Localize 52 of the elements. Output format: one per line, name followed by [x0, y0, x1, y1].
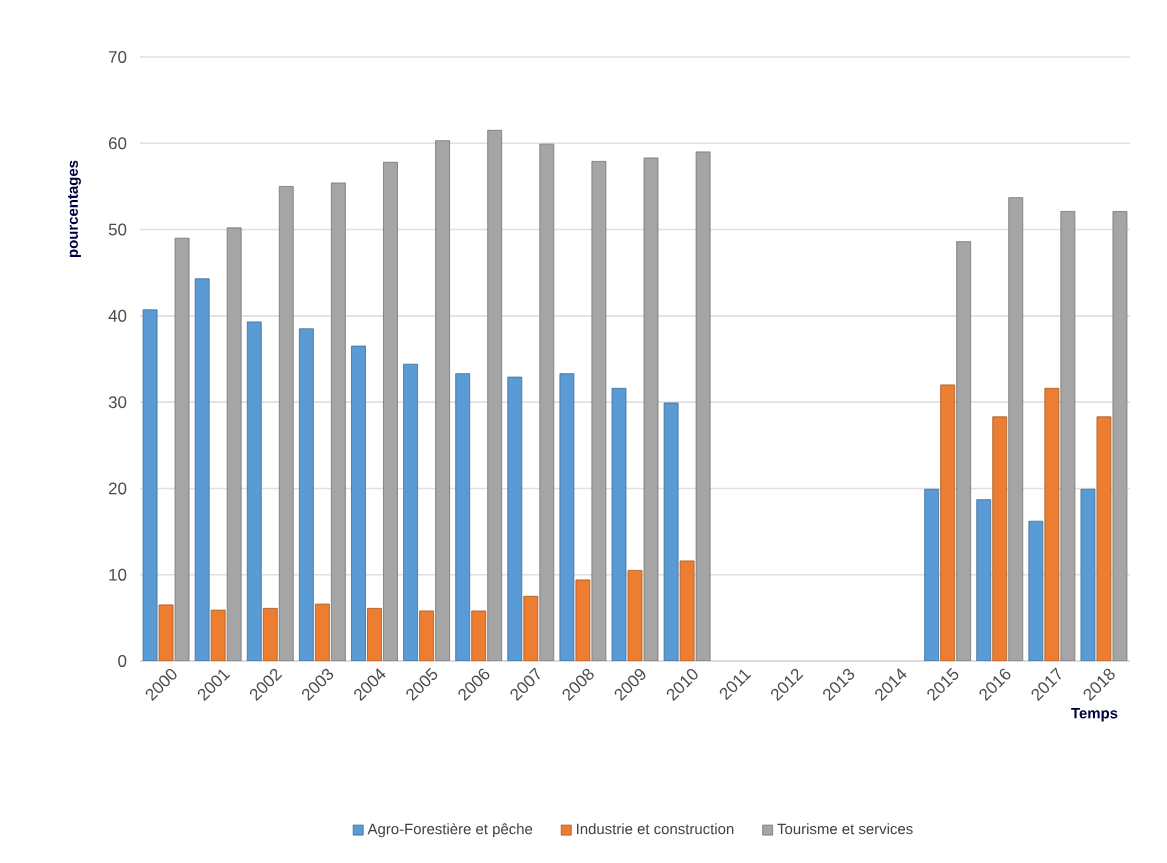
- bar: [351, 345, 366, 661]
- bar: [627, 570, 643, 661]
- bar: [575, 579, 591, 661]
- bar: [539, 143, 555, 661]
- y-tick-label: 60: [109, 137, 127, 150]
- bar: [194, 278, 210, 661]
- bar: [523, 595, 539, 661]
- bar: [435, 140, 450, 661]
- bar: [383, 161, 398, 661]
- legend-label: Agro-Forestière et pêche: [367, 823, 533, 838]
- y-tick-label: 0: [118, 655, 127, 667]
- y-tick-label: 30: [108, 396, 127, 409]
- bar: [403, 363, 418, 661]
- y-tick-label: 20: [108, 482, 127, 495]
- bar: [611, 387, 627, 661]
- bar: [142, 309, 158, 661]
- bar: [278, 186, 294, 661]
- y-tick-label: 70: [109, 51, 127, 63]
- bar: [924, 488, 940, 661]
- bar: [507, 376, 523, 661]
- bar: [992, 416, 1008, 661]
- x-axis-title: Temps: [1071, 708, 1118, 722]
- y-tick-label: 50: [108, 223, 127, 236]
- bar: [1080, 488, 1096, 661]
- bar: [956, 241, 972, 661]
- bar: [1008, 197, 1024, 661]
- bar: [367, 607, 382, 661]
- bar: [314, 603, 330, 661]
- bar: [1028, 520, 1044, 661]
- bar: [298, 328, 314, 661]
- bar: [976, 499, 992, 661]
- bar: [246, 321, 262, 661]
- bar: [559, 373, 575, 661]
- bar: [226, 227, 242, 661]
- bar: [210, 609, 226, 661]
- bar: [262, 607, 278, 661]
- bar: [158, 604, 174, 661]
- bar: [663, 402, 679, 661]
- bar: [487, 129, 503, 661]
- bar: [940, 384, 956, 661]
- bar: [679, 560, 695, 661]
- bar: [1044, 387, 1060, 661]
- bar: [330, 182, 346, 661]
- bar: [471, 610, 487, 661]
- y-tick-label: 40: [108, 309, 127, 322]
- y-axis-title: pourcentages: [68, 160, 81, 258]
- legend-label: Tourisme et services: [777, 823, 913, 835]
- bar: [1096, 416, 1112, 661]
- bar: [455, 373, 471, 661]
- y-tick-label: 10: [109, 568, 127, 581]
- bar: [419, 610, 434, 661]
- legend-label: Industrie et construction: [576, 823, 734, 835]
